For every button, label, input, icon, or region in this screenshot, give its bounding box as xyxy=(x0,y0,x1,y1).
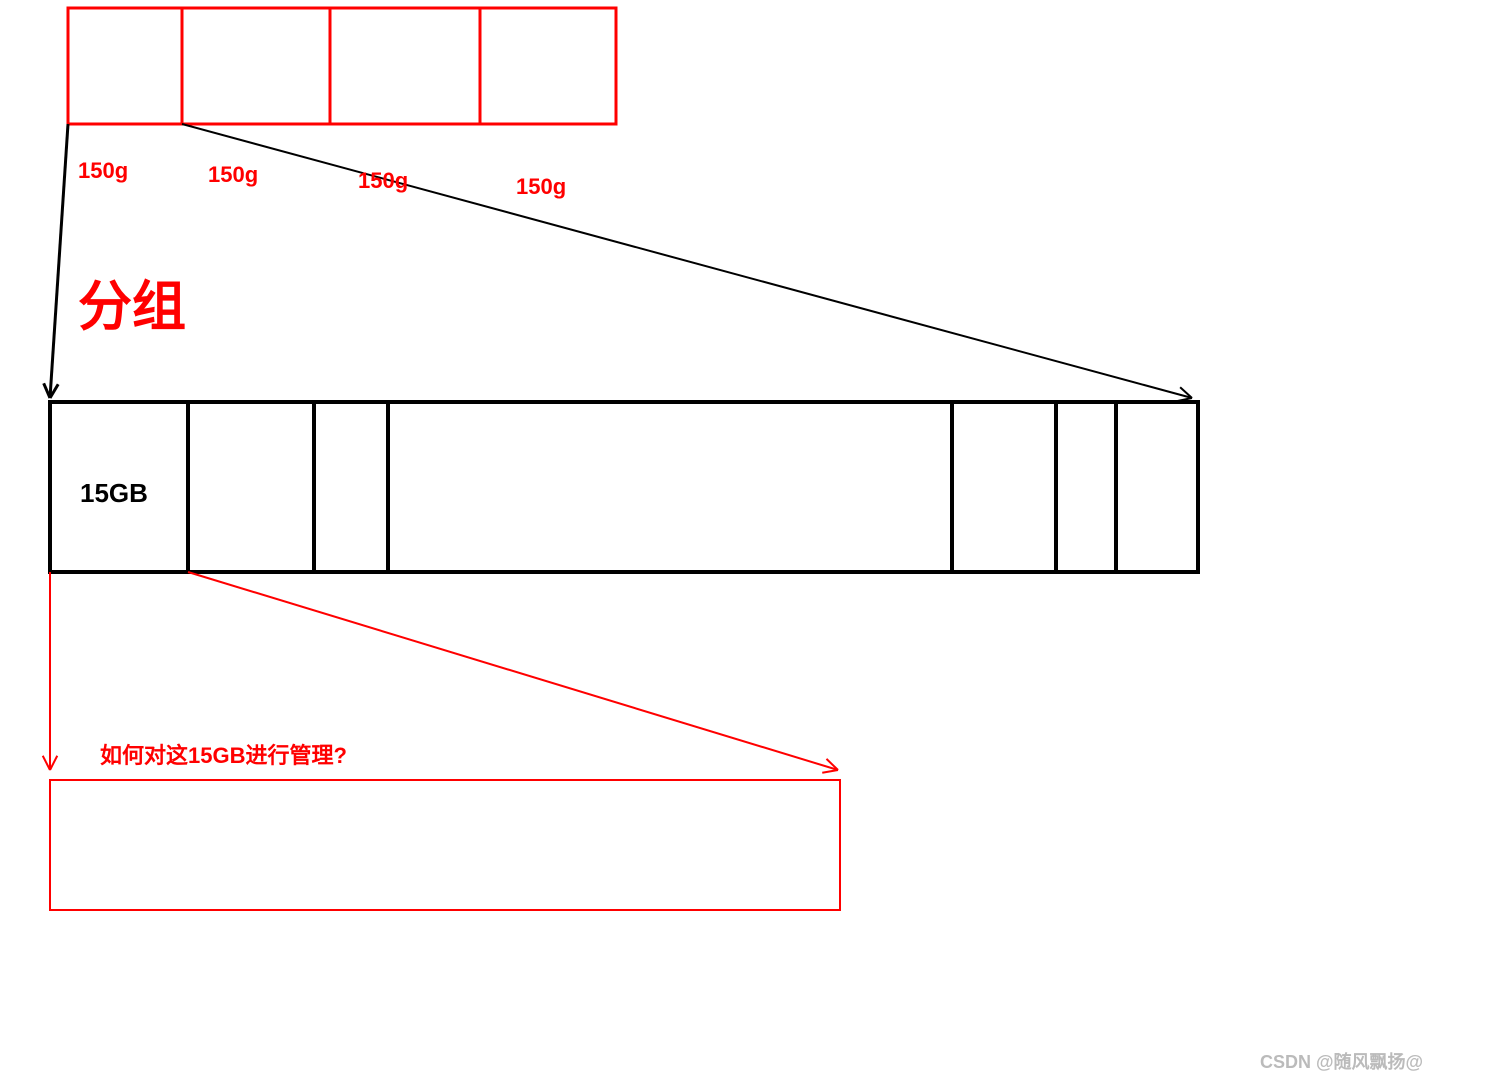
top-label-0: 150g xyxy=(78,158,128,184)
watermark: CSDN @随风飘扬@ xyxy=(1260,1048,1423,1074)
top-label-1: 150g xyxy=(208,162,258,188)
middle-label: 15GB xyxy=(80,478,148,509)
top-label-3: 150g xyxy=(516,174,566,200)
top-label-2: 150g xyxy=(358,168,408,194)
question-label: 如何对这15GB进行管理? xyxy=(100,738,347,770)
group-label: 分组 xyxy=(78,262,186,341)
